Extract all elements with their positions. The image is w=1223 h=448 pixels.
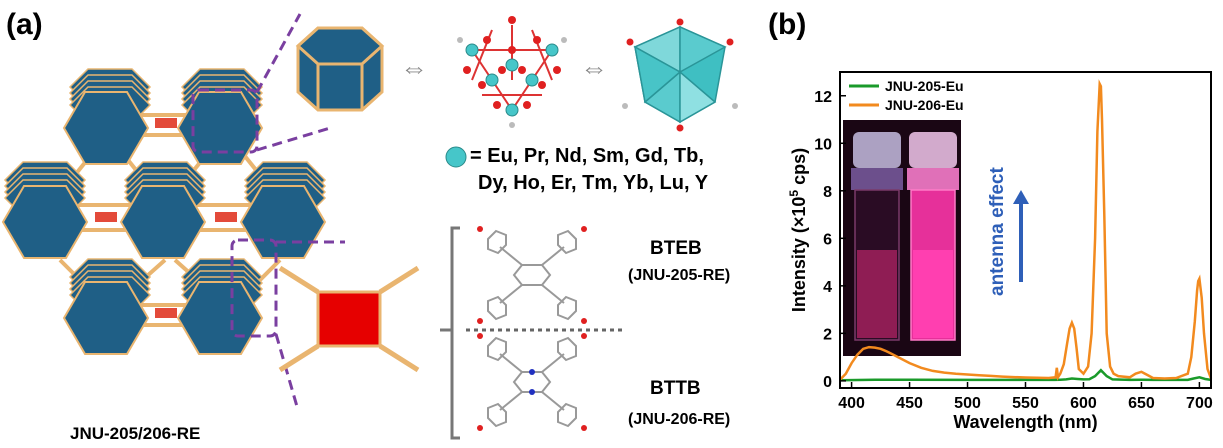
- y-tick-label: 12: [814, 89, 832, 106]
- linker-bteb-name: BTEB: [650, 238, 702, 259]
- bteb-molecule: [477, 226, 587, 324]
- emission-chart: 400 450 500 550 600 650 700 0 2 4 6 8 10 12 Wavelength…: [787, 71, 1213, 432]
- panel-b-label: (b): [768, 8, 807, 41]
- y-tick-label: 6: [823, 231, 832, 248]
- legend-label-1: JNU-205-Eu: [885, 78, 964, 94]
- panel-a-drawing: [2, 13, 738, 440]
- cluster-polyhedra: [622, 18, 738, 132]
- antenna-annotation: antenna effect: [987, 167, 1008, 296]
- antenna-arrow: [1013, 190, 1029, 282]
- y-axis-label: Intensity (×105 cps): [787, 148, 809, 312]
- y-tick-label: 4: [823, 279, 832, 296]
- legend-label-2: JNU-206-Eu: [885, 97, 964, 113]
- linker-bteb-material: (JNU-205-RE): [628, 267, 731, 284]
- panel-a-label: (a): [6, 8, 43, 41]
- exchange-arrow-2: ⇔: [580, 52, 608, 83]
- cluster-ball-stick: [457, 16, 567, 128]
- x-tick-label: 550: [1012, 395, 1039, 412]
- panel-a: (a): [2, 8, 738, 443]
- framework-linkers: [95, 118, 237, 318]
- y-tick-label: 2: [823, 326, 832, 343]
- y-tick-label: 10: [814, 136, 832, 153]
- exchange-arrow-1: ⇔: [400, 52, 428, 83]
- linker-bracket: [440, 226, 625, 440]
- zoom-indicators: [191, 13, 345, 411]
- x-axis-label: Wavelength (nm): [953, 412, 1097, 432]
- series-line-2: [839, 79, 1213, 381]
- y-tick-label: 8: [823, 184, 832, 201]
- vial-photo-inset: [843, 120, 961, 356]
- x-tick-label: 450: [896, 395, 923, 412]
- square-node-zoom: [278, 265, 420, 373]
- x-tick-label: 500: [954, 395, 981, 412]
- bttb-molecule: [477, 333, 587, 431]
- x-tick-label: 400: [838, 395, 865, 412]
- ion-sphere-icon: [445, 146, 467, 168]
- x-tick-label: 700: [1186, 395, 1213, 412]
- ion-legend-line-2: Dy, Ho, Er, Tm, Yb, Lu, Y: [478, 172, 709, 194]
- x-tick-label: 650: [1128, 395, 1155, 412]
- series-line-1: [839, 368, 1212, 382]
- ion-legend-line-1: = Eu, Pr, Nd, Sm, Gd, Tb,: [470, 145, 704, 167]
- framework-caption: JNU-205/206-RE: [70, 424, 201, 443]
- x-tick-label: 600: [1070, 395, 1097, 412]
- hexagonal-prism-zoom: [295, 26, 385, 112]
- y-tick-label: 0: [823, 374, 832, 391]
- linker-bttb-name: BTTB: [650, 378, 701, 399]
- linker-bttb-material: (JNU-206-RE): [628, 411, 731, 428]
